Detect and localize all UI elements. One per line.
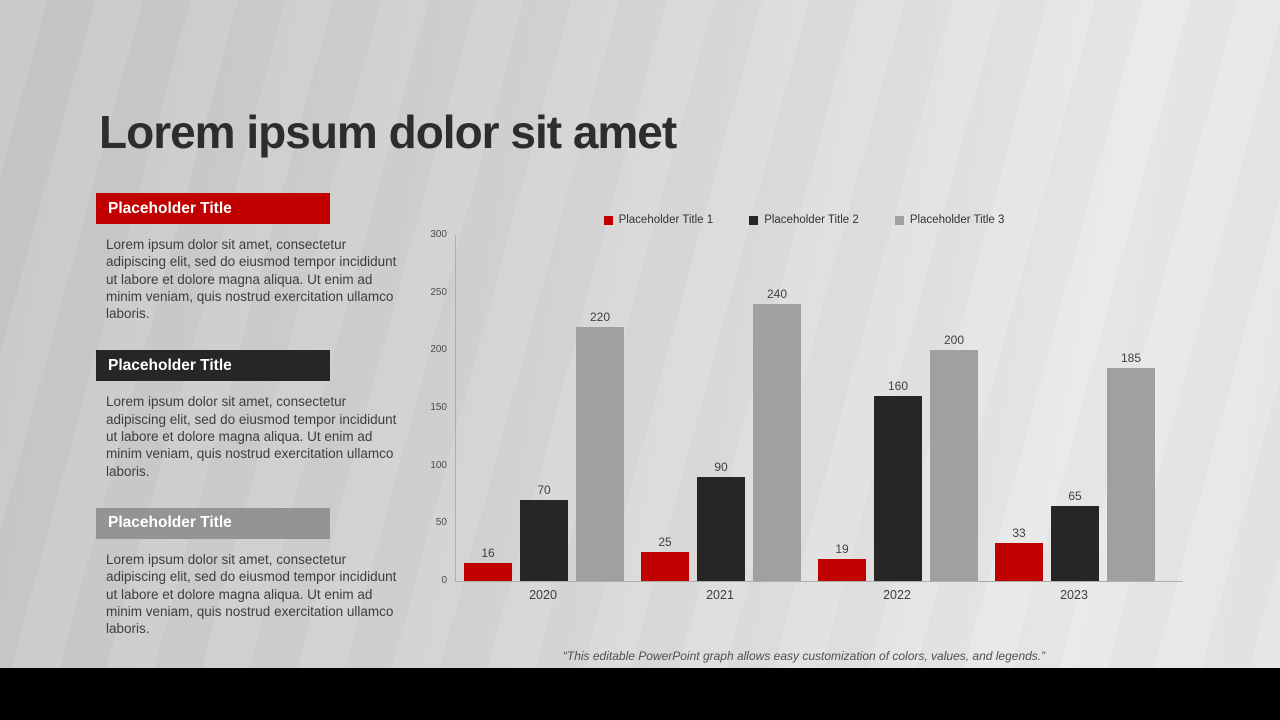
- bar: 160: [874, 379, 922, 581]
- y-tick-label: 150: [430, 402, 447, 413]
- y-tick-label: 0: [441, 575, 447, 586]
- legend-swatch: [603, 215, 613, 225]
- placeholder-section-1: Placeholder Title Lorem ipsum dolor sit …: [96, 193, 406, 322]
- legend-item: Placeholder Title 3: [894, 214, 1005, 226]
- bar: 185: [1107, 351, 1155, 581]
- x-axis-label: 2020: [529, 588, 557, 602]
- legend-swatch: [749, 215, 759, 225]
- bar-value-label: 220: [589, 310, 611, 325]
- bar-value-label: 160: [887, 379, 909, 394]
- x-axis-label: 2023: [1060, 588, 1088, 602]
- bar-group: 33 65 185: [995, 351, 1155, 581]
- section-title: Placeholder Title: [108, 356, 232, 374]
- section-body-text: Lorem ipsum dolor sit amet, consectetur …: [106, 394, 397, 479]
- legend-item: Placeholder Title 2: [749, 214, 859, 226]
- chart-legend: Placeholder Title 1 Placeholder Title 2 Pl…: [425, 212, 1183, 228]
- bar: 200: [930, 333, 978, 581]
- bar-value-label: 200: [943, 333, 965, 348]
- y-tick-label: 250: [430, 286, 447, 298]
- legend-swatch: [894, 215, 904, 225]
- legend-label: Placeholder Title 2: [764, 214, 859, 226]
- bar-value-label: 25: [658, 535, 672, 550]
- section-body-text: Lorem ipsum dolor sit amet, consectetur …: [106, 237, 397, 322]
- bottom-bar: [0, 668, 1280, 720]
- section-title: Placeholder Title: [108, 514, 232, 532]
- bar-group: 19 160 200: [818, 333, 978, 581]
- y-tick-label: 50: [435, 517, 447, 529]
- section-body-text: Lorem ipsum dolor sit amet, consectetur …: [106, 551, 397, 637]
- slide-title: Lorem ipsum dolor sit amet: [99, 105, 677, 158]
- placeholder-section-3: Placeholder Title Lorem ipsum dolor sit …: [96, 507, 406, 637]
- bar: 220: [576, 310, 624, 581]
- section-header-dark: Placeholder Title: [96, 350, 330, 382]
- x-axis-label: 2022: [883, 588, 911, 602]
- legend-label: Placeholder Title 3: [909, 214, 1005, 226]
- section-title: Placeholder Title: [108, 199, 232, 217]
- bar: 25: [641, 535, 689, 581]
- bar-groups: 16 70 220 25 90 240 19 160 200 33 65 185: [456, 235, 1183, 581]
- legend-label: Placeholder Title 1: [618, 214, 714, 226]
- y-tick-label: 200: [430, 344, 447, 356]
- bar-value-label: 240: [766, 287, 788, 302]
- legend-item: Placeholder Title 1: [603, 214, 714, 226]
- bar-chart: Placeholder Title 1 Placeholder Title 2 Pl…: [425, 212, 1183, 602]
- footer-quote: “This editable PowerPoint graph allows e…: [562, 649, 1046, 663]
- left-column: Placeholder Title Lorem ipsum dolor sit …: [96, 193, 406, 665]
- bar-group: 25 90 240: [641, 287, 801, 581]
- bar: 90: [697, 460, 745, 581]
- bar: 65: [1051, 489, 1099, 581]
- section-header-gray: Placeholder Title: [96, 507, 330, 539]
- bar-value-label: 65: [1068, 489, 1082, 504]
- bar: 70: [520, 483, 568, 581]
- bar-value-label: 33: [1012, 525, 1026, 540]
- bar: 16: [464, 546, 512, 581]
- chart-body: 0 50 100 150 200 250 300 16 70 220 25 90 240 19 160 20…: [425, 229, 1183, 586]
- y-tick-label: 300: [430, 229, 447, 240]
- section-header-red: Placeholder Title: [96, 193, 330, 224]
- plot-area: 16 70 220 25 90 240 19 160 200 33 65 185: [455, 235, 1183, 582]
- bar-group: 16 70 220: [464, 310, 624, 581]
- bar-value-label: 185: [1120, 350, 1142, 365]
- x-axis-label: 2021: [706, 588, 734, 602]
- bar-value-label: 16: [481, 545, 495, 560]
- bar-value-label: 19: [835, 542, 849, 557]
- bar-value-label: 90: [714, 460, 728, 475]
- bar: 19: [818, 542, 866, 581]
- bar: 33: [995, 526, 1043, 581]
- placeholder-section-2: Placeholder Title Lorem ipsum dolor sit …: [96, 350, 406, 479]
- x-axis-labels: 2020 2021 2022 2023: [425, 588, 1183, 602]
- bar: 240: [753, 287, 801, 581]
- y-tick-label: 100: [430, 459, 447, 471]
- bar-value-label: 70: [537, 483, 551, 498]
- y-axis: 0 50 100 150 200 250 300: [425, 229, 455, 586]
